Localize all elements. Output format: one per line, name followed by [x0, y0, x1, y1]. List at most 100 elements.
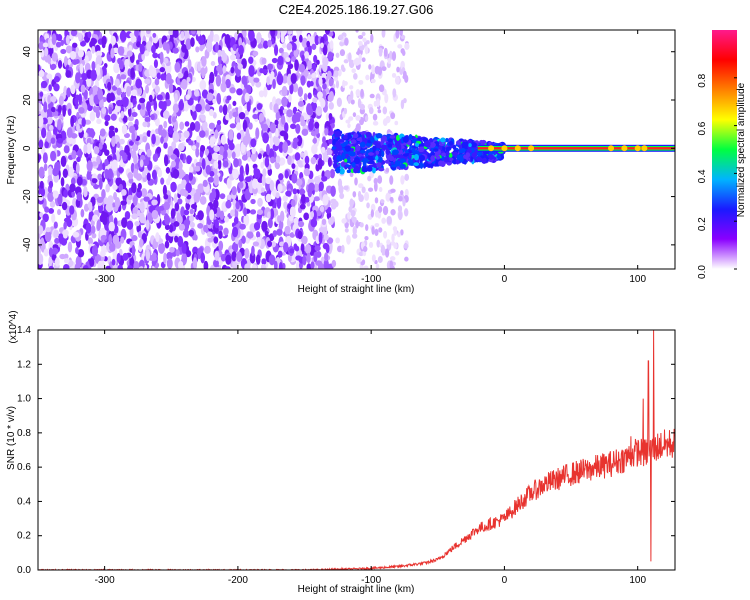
signal-blob [397, 154, 404, 159]
noise-blob [398, 195, 403, 202]
noise-blob [63, 55, 68, 68]
noise-blob [208, 122, 215, 130]
noise-blob [74, 97, 79, 106]
noise-blob [199, 150, 204, 158]
signal-blob [448, 152, 453, 158]
noise-blob [98, 142, 103, 150]
signal-blob [452, 144, 457, 150]
noise-blob [268, 148, 275, 159]
noise-blob [41, 117, 48, 125]
noise-blob [220, 253, 227, 262]
x-tick-label: -200 [228, 274, 248, 285]
noise-blob [303, 167, 311, 177]
noise-blob [152, 153, 159, 162]
signal-blob [356, 137, 362, 142]
noise-blob [126, 220, 134, 230]
noise-blob [285, 56, 291, 63]
noise-blob [214, 250, 220, 262]
noise-blob [302, 255, 307, 266]
noise-blob [50, 150, 57, 162]
noise-blob [292, 82, 299, 93]
noise-blob [144, 49, 150, 57]
noise-blob [321, 175, 328, 182]
noise-blob [223, 150, 228, 160]
noise-blob [195, 147, 200, 158]
noise-blob [156, 146, 162, 154]
noise-blob [235, 201, 240, 210]
noise-blob [38, 102, 42, 112]
noise-blob [201, 89, 209, 99]
noise-blob [194, 165, 201, 172]
noise-blob [75, 72, 81, 84]
noise-blob [223, 143, 229, 151]
noise-blob [257, 197, 263, 207]
noise-blob [273, 136, 280, 147]
signal-blob [369, 147, 374, 152]
noise-blob [298, 34, 303, 43]
noise-blob [327, 51, 333, 61]
signal-blob [335, 167, 341, 174]
noise-blob [177, 72, 184, 79]
noise-blob [81, 73, 88, 81]
noise-blob [374, 210, 380, 218]
noise-blob [180, 78, 188, 90]
noise-blob [49, 200, 56, 208]
noise-blob [301, 37, 308, 48]
noise-blob [252, 113, 259, 120]
noise-blob [38, 253, 44, 266]
noise-blob [48, 84, 52, 92]
noise-blob [136, 209, 141, 217]
noise-blob [248, 122, 253, 130]
noise-blob [152, 32, 157, 38]
snr-x-ticks: -300 -200 -100 0 100 [95, 330, 646, 586]
noise-blob [139, 44, 144, 50]
noise-blob [284, 169, 289, 179]
noise-blob [310, 131, 317, 137]
noise-blob [261, 220, 268, 232]
noise-blob [212, 34, 220, 43]
noise-blob [370, 209, 374, 218]
noise-blob [244, 176, 252, 183]
noise-blob [313, 89, 318, 95]
noise-blob [47, 94, 52, 104]
noise-blob [224, 216, 230, 223]
noise-blob [63, 264, 70, 269]
noise-blob [377, 175, 383, 184]
signal-blob [334, 130, 342, 138]
noise-blob [137, 104, 142, 111]
noise-blob [192, 109, 197, 121]
noise-blob [38, 115, 44, 128]
noise-blob [131, 235, 138, 242]
noise-blob [381, 66, 387, 72]
x-tick-label: 0 [502, 274, 508, 285]
noise-blob [122, 252, 129, 261]
noise-blob [116, 252, 121, 263]
noise-blob [140, 188, 148, 198]
noise-blob [153, 59, 158, 69]
noise-blob [201, 120, 208, 130]
y-tick-label: 0.2 [17, 531, 31, 542]
noise-blob [328, 112, 333, 121]
noise-blob [80, 84, 86, 93]
noise-blob [347, 212, 351, 220]
noise-blob [241, 235, 246, 244]
noise-blob [78, 93, 83, 105]
noise-blob [70, 132, 78, 139]
noise-blob [188, 229, 195, 237]
noise-blob [168, 230, 175, 237]
noise-blob [143, 196, 150, 202]
noise-blob [246, 231, 254, 239]
noise-blob [399, 30, 403, 37]
noise-blob [377, 256, 383, 263]
noise-blob [130, 67, 135, 79]
noise-blob [162, 184, 167, 197]
noise-blob [209, 30, 214, 39]
noise-blob [295, 30, 303, 36]
noise-blob [167, 194, 171, 204]
noise-blob [126, 85, 132, 97]
noise-blob [368, 241, 374, 249]
noise-blob [313, 54, 318, 64]
noise-blob [60, 177, 65, 187]
noise-blob [179, 121, 185, 131]
signal-blob [476, 156, 483, 162]
